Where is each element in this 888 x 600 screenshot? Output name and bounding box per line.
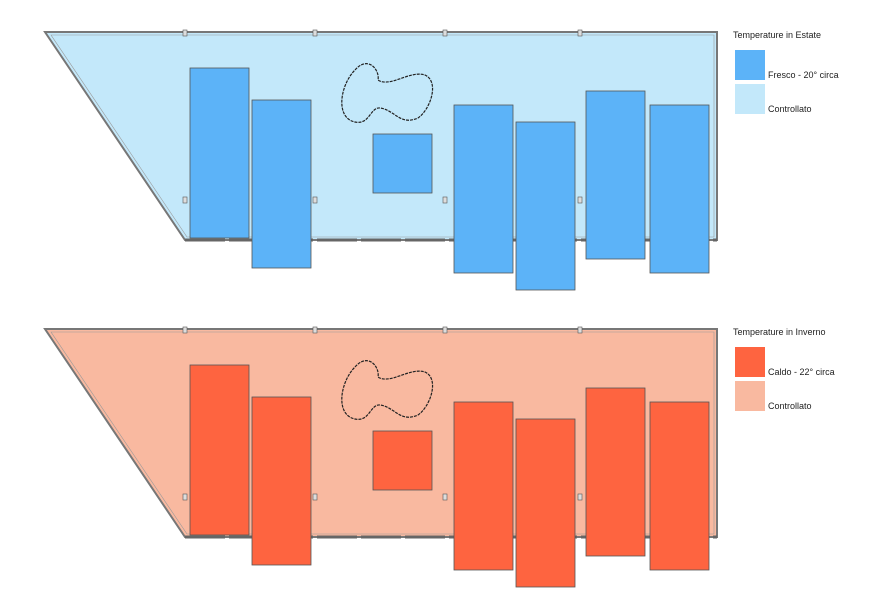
- room: [585, 90, 646, 260]
- column: [577, 326, 583, 334]
- room: [453, 104, 514, 274]
- legend-label: Controllato: [768, 401, 812, 411]
- legend-label: Controllato: [768, 104, 812, 114]
- column: [182, 493, 188, 501]
- column: [312, 29, 318, 37]
- legend-label: Caldo - 22° circa: [768, 367, 835, 377]
- room: [453, 401, 514, 571]
- wall: [50, 34, 715, 238]
- winter-plan: Temperature in Inverno Caldo - 22° circa…: [43, 326, 835, 588]
- plan-drawing: [43, 29, 718, 291]
- column: [442, 29, 448, 37]
- plan-drawing: [43, 326, 718, 588]
- wall: [50, 331, 715, 535]
- plan-title: Temperature in Inverno: [733, 327, 826, 337]
- room: [515, 121, 576, 291]
- column: [312, 326, 318, 334]
- legend-swatch: [735, 50, 765, 80]
- room: [372, 133, 433, 194]
- column: [442, 196, 448, 204]
- column: [182, 29, 188, 37]
- column: [577, 196, 583, 204]
- pool-outline: [341, 63, 434, 123]
- plan-title: Temperature in Estate: [733, 30, 821, 40]
- column: [577, 493, 583, 501]
- pool-outline: [341, 360, 434, 420]
- column: [442, 326, 448, 334]
- room: [649, 104, 710, 274]
- room: [372, 430, 433, 491]
- legend-swatch: [735, 381, 765, 411]
- column: [312, 493, 318, 501]
- room: [515, 418, 576, 588]
- room: [251, 396, 312, 566]
- column: [182, 326, 188, 334]
- column: [182, 196, 188, 204]
- legend-swatch: [735, 347, 765, 377]
- column: [312, 196, 318, 204]
- summer-plan: Temperature in Estate Fresco - 20° circa…: [43, 29, 839, 291]
- legend-label: Fresco - 20° circa: [768, 70, 839, 80]
- room: [189, 67, 250, 239]
- room: [585, 387, 646, 557]
- column: [442, 493, 448, 501]
- room: [649, 401, 710, 571]
- room: [251, 99, 312, 269]
- legend-swatch: [735, 84, 765, 114]
- room: [189, 364, 250, 536]
- column: [577, 29, 583, 37]
